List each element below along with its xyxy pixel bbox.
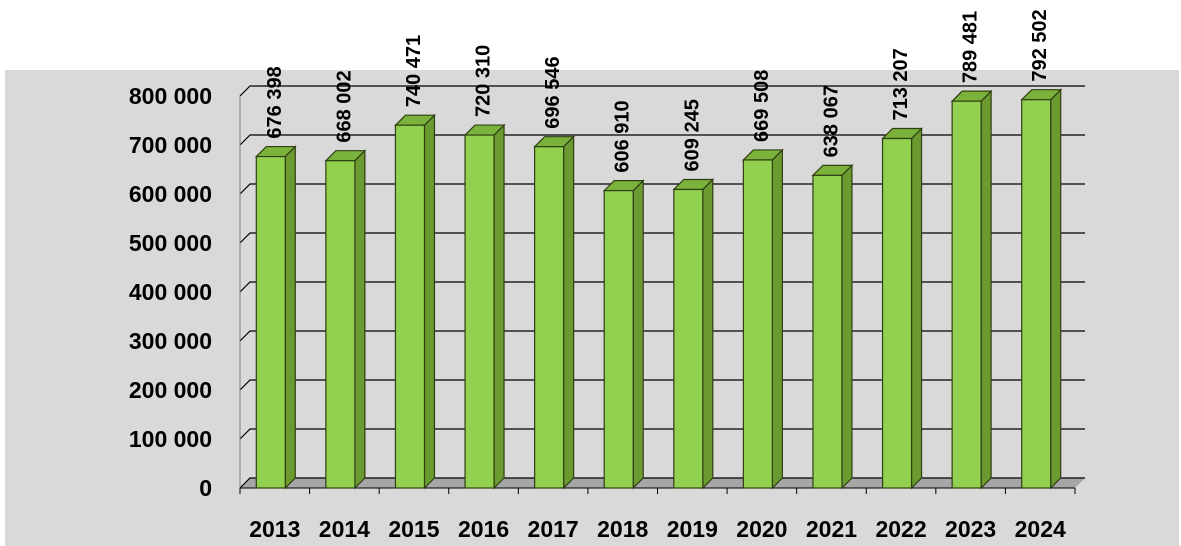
floor: [240, 478, 1085, 488]
bars: [254, 88, 1063, 490]
bar: [1020, 88, 1063, 490]
bar-side: [493, 123, 505, 490]
bar-side: [910, 127, 923, 490]
data-label: 740 471: [403, 35, 425, 107]
y-tick-label: 0: [199, 475, 212, 501]
bar-side: [1050, 88, 1062, 490]
data-label: 676 398: [264, 66, 286, 138]
bar-side: [563, 135, 575, 490]
x-axis-labels: 2013 2014 2015 2016 2017 2018 2019 2020 2021 2022…: [249, 516, 1066, 542]
data-label: 720 310: [473, 45, 495, 117]
bar-side: [771, 148, 783, 490]
bar-side: [980, 89, 992, 490]
x-tick-label: 2013: [249, 516, 300, 542]
grid-lines: [239, 85, 1085, 494]
grid-line: [239, 134, 1085, 146]
bar-front: [255, 155, 286, 489]
bar-front: [603, 190, 634, 489]
grid-line: [239, 330, 1085, 342]
bar-front: [464, 134, 495, 489]
data-label: 789 481: [960, 11, 982, 83]
bar-side: [423, 113, 436, 490]
x-tick-label: 2016: [458, 516, 509, 542]
y-tick-label: 200 000: [129, 377, 212, 403]
grid-line: [239, 477, 1085, 489]
data-label: 668 002: [333, 70, 355, 142]
grid-line: [239, 85, 1085, 97]
bar-front: [325, 160, 356, 489]
bar-side: [702, 178, 714, 490]
data-label: 696 546: [542, 56, 564, 128]
bar-side: [841, 163, 853, 490]
x-tick-label: 2015: [388, 516, 439, 542]
data-label: 638 067: [820, 85, 842, 157]
x-tick-label: 2018: [597, 516, 648, 542]
bar-front: [951, 100, 982, 489]
data-label: 713 207: [890, 48, 912, 120]
bar-side: [632, 179, 644, 490]
x-tick-label: 2023: [945, 516, 996, 542]
bar: [324, 149, 367, 490]
bar: [811, 163, 854, 490]
grid-line: [239, 281, 1085, 293]
bar-side: [354, 149, 366, 490]
bar-front: [673, 188, 704, 489]
bar: [672, 178, 715, 490]
x-tick-label: 2017: [528, 516, 579, 542]
bar: [533, 135, 576, 490]
y-tick-label: 300 000: [129, 328, 212, 354]
bar-front: [742, 159, 773, 489]
bar: [881, 127, 923, 490]
x-tick-label: 2020: [736, 516, 787, 542]
grid-line: [239, 183, 1085, 195]
data-label: 609 245: [681, 99, 703, 171]
data-label: 792 502: [1029, 9, 1051, 81]
y-tick-label: 800 000: [129, 83, 212, 109]
y-tick-label: 600 000: [129, 181, 212, 207]
y-tick-label: 400 000: [129, 279, 212, 305]
data-label: 606 910: [612, 100, 634, 172]
bar-front: [881, 137, 913, 489]
x-tick-label: 2024: [1015, 516, 1066, 542]
bar: [254, 145, 297, 490]
grid-line: [239, 428, 1085, 440]
x-tick-label: 2021: [806, 516, 857, 542]
grid-line: [239, 379, 1085, 391]
bar-front: [1021, 99, 1052, 489]
y-tick-label: 100 000: [129, 426, 212, 452]
bar: [950, 89, 993, 490]
bar: [602, 179, 645, 490]
bar: [741, 148, 784, 490]
bar: [394, 113, 436, 490]
x-tick-label: 2022: [875, 516, 926, 542]
data-labels: 676 398 668 002 740 471 720 310 696 546 606 9…: [264, 9, 1051, 172]
y-axis-labels: 0 100 000 200 000 300 000 400 000 500 000 600 …: [129, 83, 212, 501]
y-tick-label: 500 000: [129, 230, 212, 256]
bar: [463, 123, 506, 490]
x-tick-label: 2019: [667, 516, 718, 542]
bar-front: [534, 146, 565, 489]
grid-line: [239, 232, 1085, 244]
bar-front: [812, 174, 843, 489]
x-tick-label: 2014: [319, 516, 370, 542]
data-label: 669 508: [751, 70, 773, 142]
y-tick-label: 700 000: [129, 132, 212, 158]
bar-side: [284, 145, 296, 490]
bar-front: [394, 124, 426, 489]
